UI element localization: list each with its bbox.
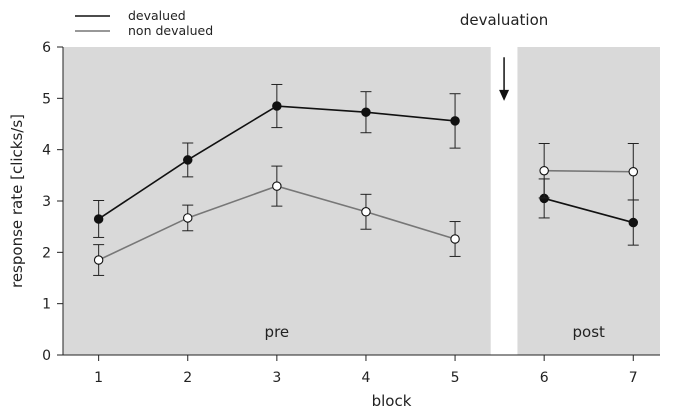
y-tick-label: 4	[42, 143, 51, 159]
x-tick-label: 2	[183, 370, 192, 386]
y-tick-label: 6	[42, 40, 51, 56]
data-point	[93, 214, 104, 224]
data-point	[539, 165, 549, 176]
devaluation-label: devaluation	[460, 11, 548, 29]
x-tick-label: 6	[540, 370, 549, 386]
data-point	[272, 101, 282, 111]
y-tick-label: 5	[42, 91, 51, 107]
phase-label-pre: pre	[265, 323, 290, 341]
x-tick-label: 5	[451, 370, 460, 386]
x-axis-label: block	[372, 392, 412, 410]
x-ticks: 1 2 3 4 5 6 7	[94, 355, 638, 386]
y-tick-label: 3	[42, 194, 51, 210]
y-tick-label: 1	[42, 297, 51, 313]
data-point	[182, 155, 193, 165]
series-line	[543, 197, 634, 224]
phase-panel-post	[517, 47, 660, 355]
x-tick-label: 4	[361, 370, 370, 386]
data-point	[93, 255, 104, 265]
legend-label: devalued	[128, 8, 186, 23]
data-point	[361, 207, 371, 217]
data-point	[361, 107, 371, 117]
x-tick-label: 7	[629, 370, 638, 386]
data-point	[182, 213, 193, 223]
y-axis-label: response rate [clicks/s]	[8, 114, 26, 288]
data-series	[93, 83, 639, 276]
series-line	[544, 169, 634, 173]
y-ticks: 0 1 2 3 4 5 6	[42, 40, 63, 364]
data-point	[272, 181, 282, 191]
phase-label-post: post	[573, 323, 606, 341]
data-point	[450, 234, 460, 244]
data-point	[628, 166, 639, 177]
x-tick-label: 3	[272, 370, 281, 386]
y-tick-label: 0	[42, 348, 51, 364]
devaluation-annotation: devaluation	[460, 11, 548, 101]
x-tick-label: 1	[94, 370, 103, 386]
arrow-head-icon	[499, 89, 510, 101]
y-tick-label: 2	[42, 245, 51, 261]
series-non-devalued	[93, 143, 639, 276]
legend-label: non devalued	[128, 23, 213, 38]
phase-backgrounds: pre post	[63, 47, 660, 355]
series-devalued	[93, 83, 639, 246]
data-point	[628, 217, 639, 228]
data-point	[450, 116, 460, 126]
